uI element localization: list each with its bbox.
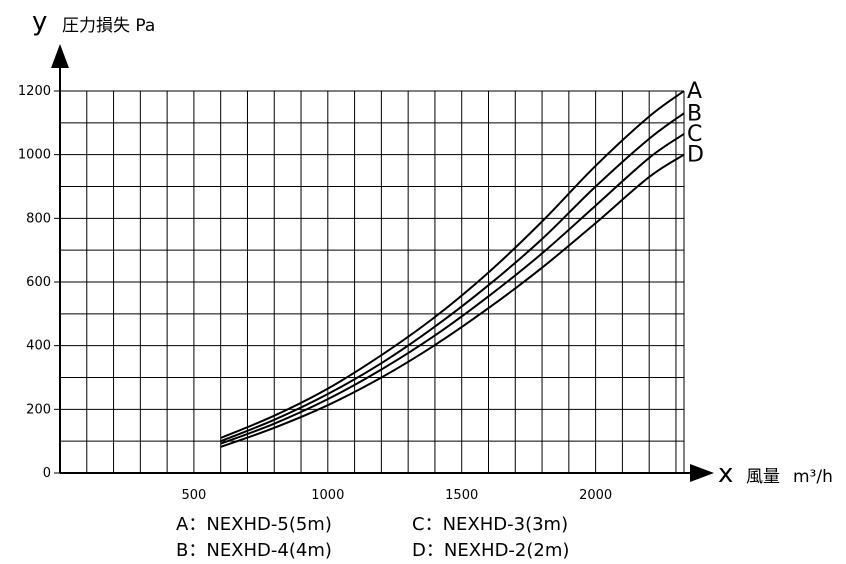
series-line-b: [220, 112, 685, 443]
legend-item-a: A：NEXHD-5(5m): [176, 514, 332, 535]
x-tick-label: 1500: [445, 488, 478, 503]
x-axis-arrow-icon: [690, 464, 714, 482]
y-axis-arrow-icon: [51, 44, 69, 68]
grid: [60, 90, 685, 473]
x-axis-title: 風量: [746, 467, 780, 487]
x-tick-label: 1000: [311, 488, 344, 503]
x-axis-symbol: x: [718, 459, 733, 489]
series-line-d: [220, 153, 685, 448]
y-tick-label: 400: [26, 339, 51, 354]
x-tick-label: 500: [181, 488, 206, 503]
y-tick-label: 1200: [18, 84, 51, 99]
legend: A：NEXHD-5(5m) B：NEXHD-4(4m) C：NEXHD-3(3m) D…: [176, 514, 569, 561]
axes: [51, 44, 714, 482]
legend-item-b: B：NEXHD-4(4m): [176, 540, 332, 561]
x-axis-unit: m³/h: [793, 467, 833, 487]
series-label-d: D: [687, 143, 704, 168]
series-line-a: [220, 90, 685, 439]
y-tick-label: 600: [26, 275, 51, 290]
series-label-a: A: [687, 79, 702, 104]
y-axis-symbol: y: [32, 7, 47, 37]
series-label-b: B: [687, 101, 702, 126]
y-tick-label: 0: [43, 466, 51, 481]
legend-item-c: C：NEXHD-3(3m): [412, 514, 568, 535]
series-label-c: C: [687, 122, 702, 147]
x-tick-label: 2000: [579, 488, 612, 503]
y-tick-label: 1000: [18, 148, 51, 163]
y-tick-label: 800: [26, 211, 51, 226]
series: [220, 90, 685, 448]
series-line-c: [220, 133, 685, 445]
y-tick-label: 200: [26, 402, 51, 417]
tick-labels: 0 200 400 600 800 1000 1200 500 1000 1500 2000 y 圧力損…: [18, 7, 833, 503]
legend-item-d: D：NEXHD-2(2m): [412, 540, 569, 561]
y-axis-title: 圧力損失 Pa: [62, 16, 155, 36]
